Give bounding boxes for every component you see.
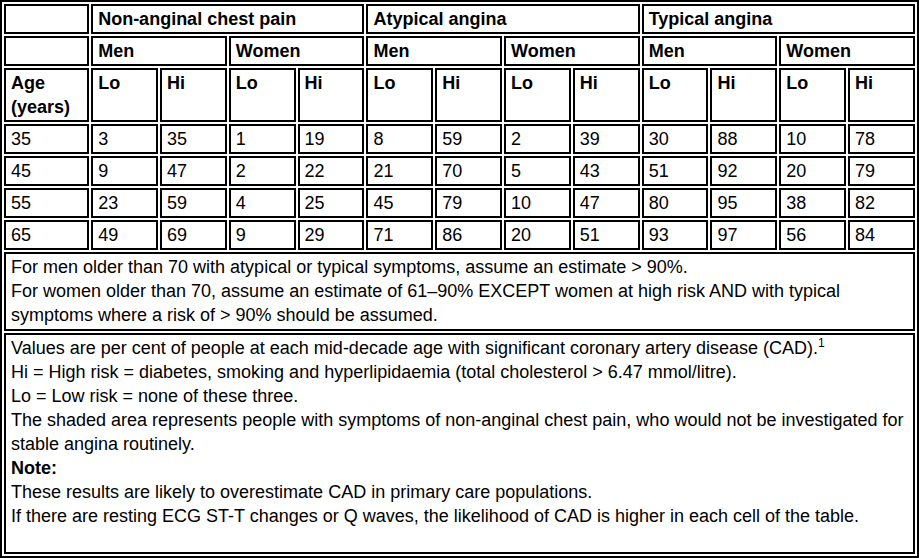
value-cell: 10 xyxy=(504,188,571,218)
value-cell: 47 xyxy=(160,156,227,186)
hi-header: Hi xyxy=(435,68,502,122)
table-row-age-45: 45 9 47 2 22 21 70 5 43 51 92 20 79 xyxy=(4,156,915,186)
value-cell: 9 xyxy=(229,220,296,250)
note-women-over-70: For women older than 70, assume an estim… xyxy=(11,279,908,327)
age-years-header: Age (years) xyxy=(4,68,89,122)
lo-header: Lo xyxy=(91,68,158,122)
age-cell: 65 xyxy=(4,220,89,250)
value-cell: 10 xyxy=(779,124,846,154)
value-cell: 20 xyxy=(779,156,846,186)
value-cell: 59 xyxy=(435,124,502,154)
value-cell: 71 xyxy=(366,220,433,250)
value-cell: 5 xyxy=(504,156,571,186)
value-cell: 21 xyxy=(366,156,433,186)
sex-header-atypical-men: Men xyxy=(366,36,502,66)
value-cell: 78 xyxy=(848,124,915,154)
footnotes-row: Values are per cent of people at each mi… xyxy=(4,333,915,554)
value-cell: 88 xyxy=(710,124,777,154)
value-cell: 4 xyxy=(229,188,296,218)
table-row-age-65: 65 49 69 9 29 71 86 20 51 93 97 56 84 xyxy=(4,220,915,250)
value-cell: 35 xyxy=(160,124,227,154)
value-cell: 29 xyxy=(298,220,365,250)
age-cell: 35 xyxy=(4,124,89,154)
age-cell: 55 xyxy=(4,188,89,218)
footnote-values: Values are per cent of people at each mi… xyxy=(11,336,908,360)
value-cell: 23 xyxy=(91,188,158,218)
value-cell: 49 xyxy=(91,220,158,250)
value-cell: 20 xyxy=(504,220,571,250)
note-label: Note: xyxy=(11,456,908,480)
group-header-non-anginal: Non-anginal chest pain xyxy=(91,4,364,34)
value-cell: 8 xyxy=(366,124,433,154)
age-cell: 45 xyxy=(4,156,89,186)
note-men-over-70: For men older than 70 with atypical or t… xyxy=(11,255,908,279)
lo-header: Lo xyxy=(366,68,433,122)
sex-header-atypical-women: Women xyxy=(504,36,640,66)
lo-header: Lo xyxy=(779,68,846,122)
value-cell: 45 xyxy=(366,188,433,218)
group-header-typical: Typical angina xyxy=(642,4,915,34)
value-cell: 1 xyxy=(229,124,296,154)
value-cell: 70 xyxy=(435,156,502,186)
sex-header-row: Men Women Men Women Men Women xyxy=(4,36,915,66)
value-cell: 38 xyxy=(779,188,846,218)
value-cell: 39 xyxy=(573,124,640,154)
value-cell: 69 xyxy=(160,220,227,250)
over-70-notes-block: For men older than 70 with atypical or t… xyxy=(4,252,915,331)
lo-header: Lo xyxy=(504,68,571,122)
value-cell: 59 xyxy=(160,188,227,218)
hi-header: Hi xyxy=(710,68,777,122)
value-cell: 92 xyxy=(710,156,777,186)
lo-header: Lo xyxy=(229,68,296,122)
footnote-shaded-area: The shaded area represents people with s… xyxy=(11,408,908,456)
lo-header: Lo xyxy=(642,68,709,122)
value-cell: 82 xyxy=(848,188,915,218)
sex-header-typical-men: Men xyxy=(642,36,778,66)
value-cell: 80 xyxy=(642,188,709,218)
footnote-lo-definition: Lo = Low risk = none of these three. xyxy=(11,384,908,408)
value-cell: 56 xyxy=(779,220,846,250)
hi-header: Hi xyxy=(573,68,640,122)
sex-header-nonanginal-women: Women xyxy=(229,36,365,66)
table-row-age-55: 55 23 59 4 25 45 79 10 47 80 95 38 82 xyxy=(4,188,915,218)
value-cell: 2 xyxy=(229,156,296,186)
value-cell: 79 xyxy=(435,188,502,218)
value-cell: 30 xyxy=(642,124,709,154)
hi-header: Hi xyxy=(848,68,915,122)
over-70-notes-row: For men older than 70 with atypical or t… xyxy=(4,252,915,331)
corner-blank-cell xyxy=(4,4,89,34)
footnote-ecg: If there are resting ECG ST-T changes or… xyxy=(11,504,908,528)
value-cell: 19 xyxy=(298,124,365,154)
value-cell: 3 xyxy=(91,124,158,154)
value-cell: 22 xyxy=(298,156,365,186)
hi-header: Hi xyxy=(298,68,365,122)
footnotes-block: Values are per cent of people at each mi… xyxy=(4,333,915,554)
sex-header-nonanginal-men: Men xyxy=(91,36,227,66)
blank-cell xyxy=(4,36,89,66)
cad-probability-document: Non-anginal chest pain Atypical angina T… xyxy=(0,0,919,558)
value-cell: 51 xyxy=(642,156,709,186)
hi-header: Hi xyxy=(160,68,227,122)
footnote-reference-marker: 1 xyxy=(818,336,825,350)
value-cell: 93 xyxy=(642,220,709,250)
group-header-atypical: Atypical angina xyxy=(366,4,639,34)
cad-probability-table: Non-anginal chest pain Atypical angina T… xyxy=(2,2,917,556)
value-cell: 43 xyxy=(573,156,640,186)
value-cell: 9 xyxy=(91,156,158,186)
value-cell: 95 xyxy=(710,188,777,218)
value-cell: 86 xyxy=(435,220,502,250)
value-cell: 47 xyxy=(573,188,640,218)
risk-header-row: Age (years) Lo Hi Lo Hi Lo Hi Lo Hi Lo H… xyxy=(4,68,915,122)
value-cell: 84 xyxy=(848,220,915,250)
value-cell: 97 xyxy=(710,220,777,250)
group-header-row: Non-anginal chest pain Atypical angina T… xyxy=(4,4,915,34)
footnote-hi-definition: Hi = High risk = diabetes, smoking and h… xyxy=(11,360,908,384)
sex-header-typical-women: Women xyxy=(779,36,915,66)
value-cell: 79 xyxy=(848,156,915,186)
value-cell: 51 xyxy=(573,220,640,250)
footnote-overestimate: These results are likely to overestimate… xyxy=(11,480,908,504)
value-cell: 2 xyxy=(504,124,571,154)
value-cell: 25 xyxy=(298,188,365,218)
table-row-age-35: 35 3 35 1 19 8 59 2 39 30 88 10 78 xyxy=(4,124,915,154)
